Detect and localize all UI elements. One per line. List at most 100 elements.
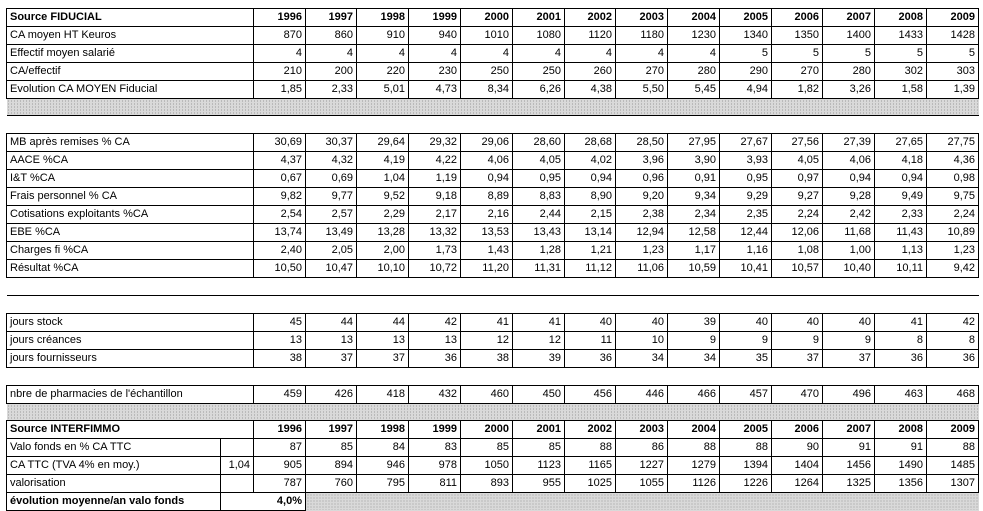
value-cell[interactable]: 27,56 xyxy=(771,133,823,152)
value-cell[interactable]: 41 xyxy=(512,313,565,332)
year-header[interactable]: 1997 xyxy=(305,8,357,27)
value-cell[interactable]: 1050 xyxy=(460,456,513,475)
value-cell[interactable]: 460 xyxy=(460,385,513,404)
value-cell[interactable]: 37 xyxy=(305,349,357,368)
value-cell[interactable]: 0,67 xyxy=(253,169,306,188)
year-header[interactable]: 1998 xyxy=(356,8,409,27)
value-cell[interactable]: 210 xyxy=(253,62,306,81)
value-cell[interactable]: 2,42 xyxy=(822,205,875,224)
extra-cell[interactable] xyxy=(220,438,254,457)
value-cell[interactable]: 1456 xyxy=(822,456,875,475)
value-cell[interactable]: 946 xyxy=(356,456,409,475)
value-cell[interactable]: 10,59 xyxy=(667,259,720,278)
value-cell[interactable]: 1307 xyxy=(926,474,979,493)
value-cell[interactable]: 34 xyxy=(615,349,668,368)
value-cell[interactable]: 860 xyxy=(305,26,357,45)
value-cell[interactable]: 4,38 xyxy=(564,80,616,99)
value-cell[interactable]: 470 xyxy=(771,385,823,404)
value-cell[interactable]: 4,94 xyxy=(719,80,772,99)
value-cell[interactable]: 27,39 xyxy=(822,133,875,152)
row-label[interactable]: jours fournisseurs xyxy=(6,349,254,368)
empty-cell[interactable] xyxy=(6,115,979,134)
value-cell[interactable]: 4,37 xyxy=(253,151,306,170)
value-cell[interactable]: 220 xyxy=(356,62,409,81)
value-cell[interactable]: 280 xyxy=(667,62,720,81)
value-cell[interactable]: 13 xyxy=(253,331,306,350)
value-cell[interactable]: 795 xyxy=(356,474,409,493)
row-label[interactable]: MB après remises % CA xyxy=(6,133,254,152)
value-cell[interactable]: 9 xyxy=(771,331,823,350)
value-cell[interactable]: 9 xyxy=(719,331,772,350)
year-header[interactable]: 2008 xyxy=(874,8,927,27)
value-cell[interactable]: 1394 xyxy=(719,456,772,475)
value-cell[interactable]: 1080 xyxy=(512,26,565,45)
value-cell[interactable]: 8,34 xyxy=(460,80,513,99)
value-cell[interactable]: 270 xyxy=(615,62,668,81)
value-cell[interactable]: 29,64 xyxy=(356,133,409,152)
value-cell[interactable]: 38 xyxy=(460,349,513,368)
value-cell[interactable]: 4,02 xyxy=(564,151,616,170)
value-cell[interactable]: 11,06 xyxy=(615,259,668,278)
value-cell[interactable]: 0,94 xyxy=(822,169,875,188)
value-cell[interactable]: 9,20 xyxy=(615,187,668,206)
value-cell[interactable]: 1120 xyxy=(564,26,616,45)
value-cell[interactable]: 2,35 xyxy=(719,205,772,224)
value-cell[interactable]: 5 xyxy=(719,44,772,63)
value-cell[interactable]: 250 xyxy=(460,62,513,81)
value-cell[interactable]: 9,27 xyxy=(771,187,823,206)
value-cell[interactable]: 1227 xyxy=(615,456,668,475)
value-cell[interactable]: 1428 xyxy=(926,26,979,45)
value-cell[interactable]: 36 xyxy=(926,349,979,368)
value-cell[interactable]: 2,34 xyxy=(667,205,720,224)
value-cell[interactable]: 2,54 xyxy=(253,205,306,224)
value-cell[interactable]: 9,82 xyxy=(253,187,306,206)
value-cell[interactable]: 90 xyxy=(771,438,823,457)
year-header[interactable]: 1999 xyxy=(408,8,461,27)
value-cell[interactable]: 1,73 xyxy=(408,241,461,260)
value-cell[interactable]: 1230 xyxy=(667,26,720,45)
value-cell[interactable]: 1279 xyxy=(667,456,720,475)
row-label[interactable]: CA/effectif xyxy=(6,62,254,81)
value-cell[interactable]: 496 xyxy=(822,385,875,404)
value-cell[interactable]: 230 xyxy=(408,62,461,81)
value-cell[interactable]: 12,94 xyxy=(615,223,668,242)
value-cell[interactable]: 11 xyxy=(564,331,616,350)
value-cell[interactable]: 1,17 xyxy=(667,241,720,260)
value-cell[interactable]: 1,82 xyxy=(771,80,823,99)
value-cell[interactable]: 3,90 xyxy=(667,151,720,170)
value-cell[interactable]: 13,49 xyxy=(305,223,357,242)
value-cell[interactable]: 3,26 xyxy=(822,80,875,99)
year-header[interactable]: 1999 xyxy=(408,420,461,439)
value-cell[interactable]: 9,49 xyxy=(874,187,927,206)
value-cell[interactable]: 9,52 xyxy=(356,187,409,206)
value-cell[interactable]: 1025 xyxy=(564,474,616,493)
value-cell[interactable]: 4 xyxy=(356,44,409,63)
value-cell[interactable]: 40 xyxy=(615,313,668,332)
value-cell[interactable]: 2,40 xyxy=(253,241,306,260)
value-cell[interactable]: 2,38 xyxy=(615,205,668,224)
year-header[interactable]: 1998 xyxy=(356,420,409,439)
value-cell[interactable]: 88 xyxy=(667,438,720,457)
row-label[interactable]: Cotisations exploitants %CA xyxy=(6,205,254,224)
value-cell[interactable]: 9,18 xyxy=(408,187,461,206)
value-cell[interactable]: 8 xyxy=(926,331,979,350)
value-cell[interactable]: 34 xyxy=(667,349,720,368)
value-cell[interactable]: 2,44 xyxy=(512,205,565,224)
value-cell[interactable]: 1010 xyxy=(460,26,513,45)
value-cell[interactable]: 29,32 xyxy=(408,133,461,152)
value-cell[interactable]: 10,89 xyxy=(926,223,979,242)
value-cell[interactable]: 35 xyxy=(719,349,772,368)
value-cell[interactable]: 11,12 xyxy=(564,259,616,278)
row-label[interactable]: I&T %CA xyxy=(6,169,254,188)
value-cell[interactable]: 40 xyxy=(719,313,772,332)
row-label[interactable]: Valo fonds en % CA TTC xyxy=(6,438,221,457)
year-header[interactable]: 2005 xyxy=(719,8,772,27)
value-cell[interactable]: 3,93 xyxy=(719,151,772,170)
value-cell[interactable]: 4,22 xyxy=(408,151,461,170)
year-header[interactable]: 2009 xyxy=(926,8,979,27)
value-cell[interactable]: 10,40 xyxy=(822,259,875,278)
row-label[interactable]: CA moyen HT Keuros xyxy=(6,26,254,45)
year-header[interactable]: 2005 xyxy=(719,420,772,439)
value-cell[interactable]: 5 xyxy=(822,44,875,63)
value-cell[interactable]: 1264 xyxy=(771,474,823,493)
